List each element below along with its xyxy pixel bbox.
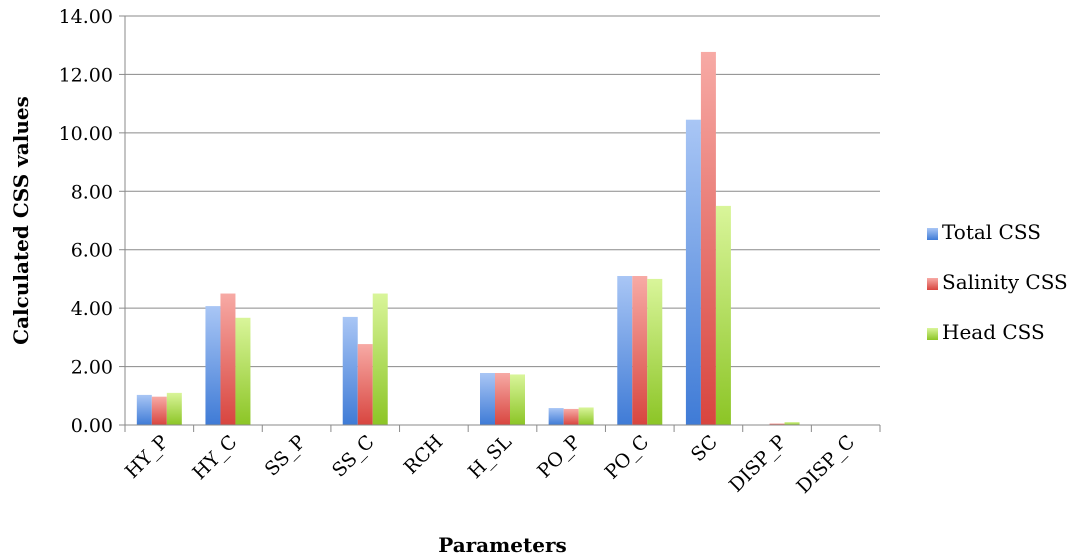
y-tick-label: 0.00 bbox=[71, 415, 113, 437]
legend-swatch bbox=[927, 228, 938, 240]
y-tick-label: 8.00 bbox=[71, 181, 113, 203]
x-tick-labels: HY_P HY_C SS_P SS_C RCH H_SL PO_P PO_C SC DISP_P D… bbox=[121, 431, 859, 498]
bar-salinity-css bbox=[700, 51, 716, 426]
x-axis-title: Parameters bbox=[438, 533, 567, 557]
bar-head-css bbox=[372, 293, 388, 425]
legend-swatch bbox=[927, 278, 938, 290]
legend-swatch bbox=[927, 328, 938, 340]
bar-total-css bbox=[136, 394, 152, 425]
x-tick-label: H_SL bbox=[464, 431, 516, 483]
x-tick-label: RCH bbox=[400, 431, 448, 479]
bar-salinity-css bbox=[495, 372, 510, 425]
bar-head-css bbox=[166, 392, 182, 425]
bar-head-css bbox=[647, 278, 663, 425]
bar-salinity-css bbox=[151, 396, 167, 425]
gridlines bbox=[125, 15, 880, 368]
y-tick-label: 12.00 bbox=[59, 64, 113, 86]
x-tick-label: PO_C bbox=[601, 431, 654, 484]
bar-total-css bbox=[548, 408, 564, 425]
bar-salinity-css bbox=[769, 423, 785, 425]
legend-label: Head CSS bbox=[942, 320, 1045, 344]
bar-head-css bbox=[510, 374, 525, 425]
x-tick-label: DISP_C bbox=[792, 431, 859, 498]
legend-label: Total CSS bbox=[942, 220, 1041, 244]
bar-head-css bbox=[715, 205, 731, 425]
x-tick-label: SS_C bbox=[328, 431, 379, 482]
bar-total-css bbox=[480, 372, 495, 425]
bar-head-css bbox=[784, 422, 800, 425]
x-tick-label: SS_P bbox=[261, 431, 311, 481]
bars bbox=[136, 51, 800, 426]
bar-head-css bbox=[578, 407, 594, 425]
y-axis-title: Calculated CSS values bbox=[9, 96, 33, 345]
y-tick-label: 4.00 bbox=[71, 298, 113, 320]
x-tick-label: DISP_P bbox=[725, 431, 791, 497]
y-tick-label: 10.00 bbox=[59, 123, 113, 145]
bar-salinity-css bbox=[357, 344, 373, 425]
y-tick-labels: 0.00 2.00 4.00 6.00 8.00 10.00 12.00 14.00 bbox=[59, 6, 113, 437]
legend: Total CSS Salinity CSS Head CSS bbox=[927, 220, 1068, 344]
bar-total-css bbox=[685, 119, 701, 425]
bar-salinity-css bbox=[563, 408, 579, 425]
bar-total-css bbox=[205, 306, 221, 425]
bar-total-css bbox=[342, 316, 358, 425]
bar-head-css bbox=[235, 317, 251, 425]
x-tick-label: SC bbox=[687, 431, 722, 466]
bar-total-css bbox=[617, 276, 633, 425]
y-tick-label: 14.00 bbox=[59, 6, 113, 28]
bar-salinity-css bbox=[632, 276, 648, 425]
axes bbox=[119, 15, 881, 432]
bar-salinity-css bbox=[220, 293, 236, 425]
x-tick-label: HY_P bbox=[121, 431, 173, 483]
x-tick-label: PO_P bbox=[533, 431, 585, 483]
legend-label: Salinity CSS bbox=[942, 270, 1068, 294]
x-tick-label: HY_C bbox=[188, 431, 241, 484]
y-tick-label: 6.00 bbox=[71, 240, 113, 262]
y-tick-label: 2.00 bbox=[71, 357, 113, 379]
